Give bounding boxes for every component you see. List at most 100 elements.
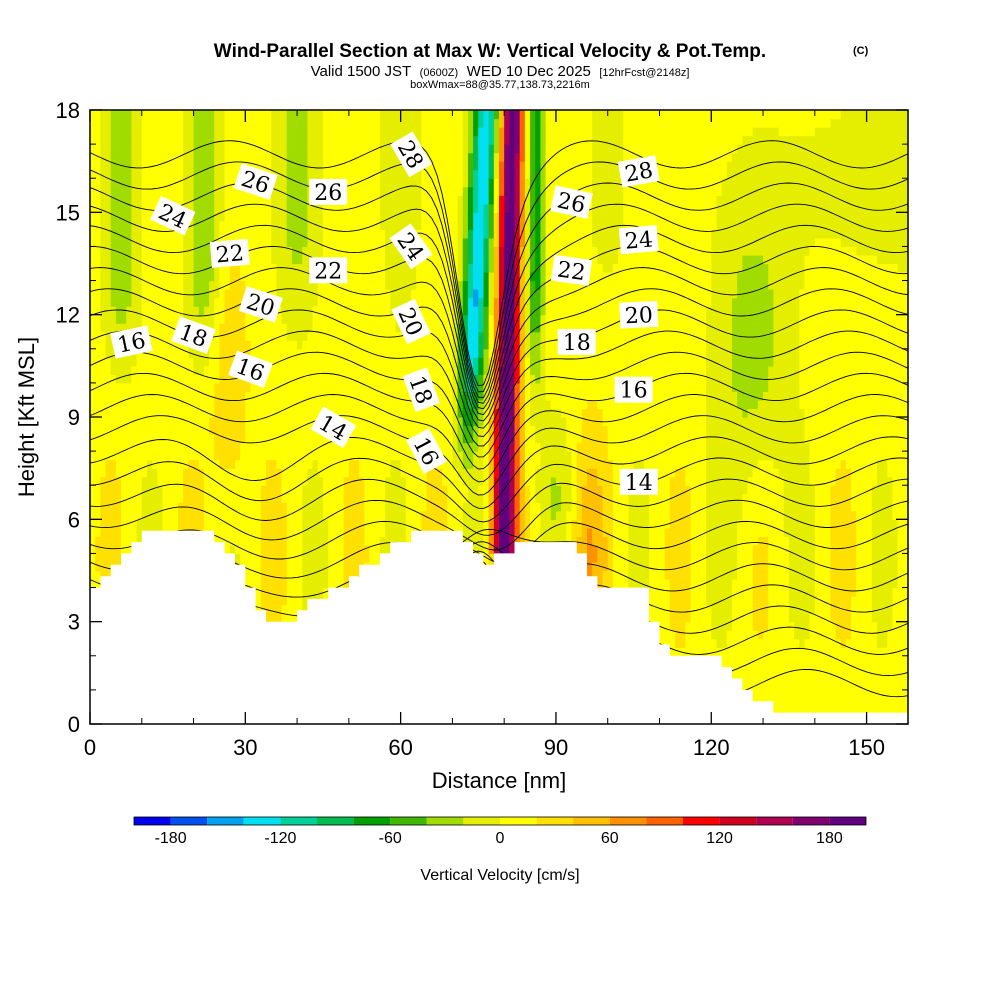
w-cell — [297, 272, 303, 282]
w-cell — [297, 442, 303, 452]
w-cell — [105, 519, 112, 529]
w-cell — [105, 493, 112, 503]
w-cell — [95, 246, 101, 256]
w-cell — [203, 442, 210, 452]
w-cell — [271, 519, 277, 529]
w-cell — [198, 220, 205, 230]
w-cell — [307, 434, 314, 444]
w-cell — [90, 178, 96, 188]
w-cell — [214, 263, 221, 273]
w-cell — [255, 425, 262, 435]
w-cell — [240, 127, 246, 137]
w-cell — [431, 195, 438, 205]
w-cell — [115, 254, 122, 265]
w-cell — [369, 289, 376, 299]
w-cell — [219, 118, 226, 128]
w-cell — [121, 391, 127, 401]
w-cell — [328, 451, 334, 461]
w-cell — [95, 195, 101, 205]
w-cell — [374, 212, 381, 222]
w-cell — [183, 169, 189, 179]
w-cell — [255, 544, 262, 555]
w-cell — [271, 280, 277, 290]
w-cell — [157, 476, 164, 486]
w-cell — [188, 127, 195, 137]
w-cell — [385, 468, 391, 478]
w-cell — [266, 476, 272, 486]
w-cell — [410, 195, 417, 205]
w-cell — [162, 348, 169, 358]
w-cell — [245, 527, 252, 537]
w-cell — [302, 152, 309, 162]
w-cell — [188, 144, 195, 154]
w-cell — [276, 519, 283, 529]
w-cell — [431, 263, 438, 273]
w-cell — [115, 374, 122, 384]
w-cell — [343, 220, 350, 230]
w-cell — [354, 442, 360, 452]
w-cell — [322, 510, 329, 520]
w-cell — [234, 306, 241, 316]
w-cell — [416, 220, 422, 230]
w-cell — [203, 152, 210, 162]
w-cell — [307, 553, 314, 563]
w-cell — [302, 493, 309, 503]
w-cell — [333, 553, 340, 563]
w-cell — [219, 519, 226, 529]
w-cell — [146, 442, 153, 452]
w-cell — [302, 110, 309, 120]
w-cell — [343, 340, 350, 350]
w-cell — [400, 169, 407, 179]
w-cell — [374, 408, 381, 418]
w-cell — [359, 314, 365, 324]
w-cell — [348, 442, 355, 452]
w-cell — [390, 203, 397, 213]
w-cell — [379, 510, 386, 520]
w-cell — [385, 135, 391, 145]
w-cell — [426, 314, 433, 324]
w-cell — [188, 272, 195, 282]
w-cell — [183, 391, 189, 401]
w-cell — [260, 570, 267, 580]
w-cell — [110, 186, 117, 196]
w-cell — [276, 425, 283, 435]
w-cell — [172, 417, 179, 427]
w-cell — [193, 118, 200, 128]
w-cell — [436, 391, 443, 401]
w-cell — [266, 561, 272, 572]
w-cell — [260, 510, 267, 520]
w-cell — [234, 442, 241, 452]
w-cell — [146, 451, 153, 461]
w-cell — [312, 579, 319, 589]
w-cell — [390, 434, 397, 444]
w-cell — [245, 459, 252, 469]
w-cell — [90, 340, 96, 350]
w-cell — [369, 314, 376, 324]
w-cell — [379, 399, 386, 410]
w-cell — [100, 502, 107, 512]
w-cell — [198, 519, 205, 529]
w-cell — [343, 451, 350, 461]
w-cell — [157, 357, 164, 367]
w-cell — [115, 237, 122, 248]
w-cell — [260, 485, 267, 495]
w-cell — [379, 485, 386, 495]
w-cell — [400, 280, 407, 290]
w-cell — [250, 399, 257, 410]
w-cell — [317, 570, 324, 580]
w-cell — [302, 331, 309, 341]
w-cell — [214, 161, 221, 171]
w-cell — [359, 220, 365, 230]
w-cell — [198, 442, 205, 452]
w-cell — [364, 186, 371, 196]
w-cell — [405, 186, 412, 196]
w-cell — [405, 365, 412, 375]
w-cell — [369, 476, 376, 486]
w-cell — [390, 382, 397, 393]
w-cell — [343, 570, 350, 580]
w-cell — [95, 118, 101, 128]
w-cell — [410, 289, 417, 299]
w-cell — [178, 237, 184, 248]
w-cell — [141, 417, 148, 427]
w-cell — [436, 152, 443, 162]
